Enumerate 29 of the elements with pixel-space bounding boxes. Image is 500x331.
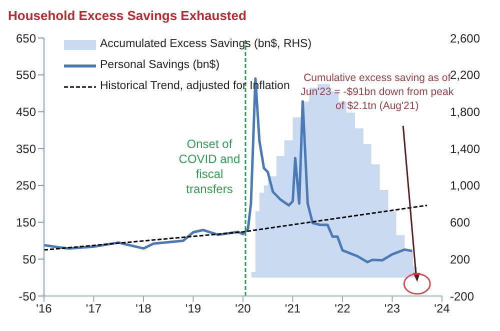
y2-tick-label: 1,400	[450, 142, 480, 156]
legend-label: Personal Savings (bn$)	[100, 58, 220, 73]
y-tick-label: 150	[16, 216, 36, 230]
y-tick-label: 250	[16, 178, 36, 193]
x-tick-label: '23	[384, 302, 400, 316]
y-tick-label: 650	[16, 31, 36, 46]
ref-line-label: Onset of COVID and fiscal transfers	[178, 137, 240, 196]
y2-tick-label: 1,000	[450, 178, 480, 193]
x-tick-label: '24	[434, 302, 450, 316]
y2-tick-label: 200	[450, 252, 470, 266]
y2-tick-label: -200	[450, 289, 474, 304]
y-tick-label: 350	[16, 142, 36, 156]
y-tick-label: 50	[22, 252, 36, 266]
x-tick-label: '20	[235, 302, 252, 316]
chart-title: Household Excess Savings Exhausted	[8, 8, 248, 25]
y2-tick-label: 2,200	[450, 68, 480, 82]
y-tick-label: -50	[18, 289, 36, 304]
y2-tick-label: 600	[450, 216, 470, 230]
x-tick-label: '17	[86, 302, 102, 316]
y2-tick-label: 1,800	[450, 104, 480, 119]
x-tick-label: '19	[185, 302, 202, 316]
y-tick-label: 450	[16, 104, 36, 119]
y2-tick-label: 2,600	[450, 31, 480, 46]
legend-label: Accumulated Excess Savings (bn$, RHS)	[100, 37, 312, 52]
x-tick-label: '21	[284, 302, 301, 316]
x-tick-label: '18	[136, 302, 152, 316]
x-tick-label: '22	[334, 302, 351, 316]
x-tick-label: '16	[36, 302, 52, 316]
y-tick-label: 550	[16, 68, 36, 82]
